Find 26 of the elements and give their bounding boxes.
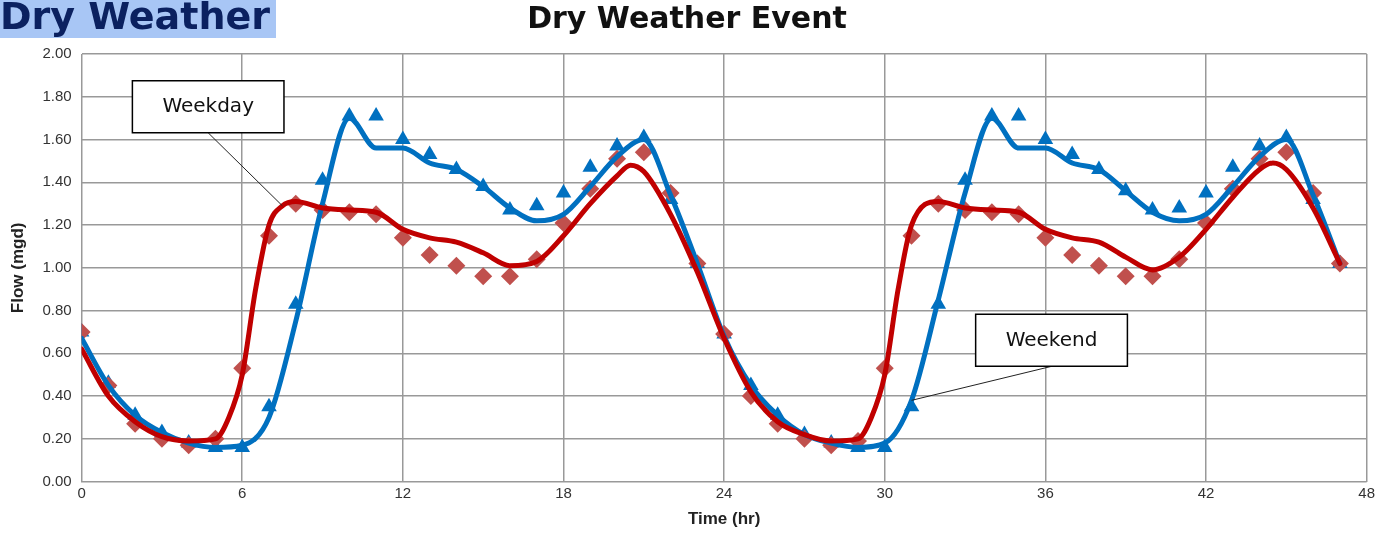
y-tick-label: 1.40 bbox=[42, 172, 72, 190]
x-tick-label: 30 bbox=[876, 483, 894, 501]
x-tick-label: 18 bbox=[555, 483, 572, 501]
y-tick-label: 0.20 bbox=[42, 428, 72, 446]
x-axis-title: Time (hr) bbox=[687, 509, 761, 529]
x-tick-label: 12 bbox=[394, 483, 412, 501]
x-tick-label: 6 bbox=[238, 483, 247, 501]
chart-subtitle: Dry Weather bbox=[0, 0, 276, 38]
y-tick-label: 2.00 bbox=[42, 44, 72, 62]
y-axis-title: Flow (mgd) bbox=[7, 222, 27, 314]
annotation: Weekday bbox=[162, 93, 255, 117]
y-tick-label: 0.00 bbox=[42, 471, 72, 489]
x-tick-label: 24 bbox=[715, 483, 733, 501]
x-tick-label: 0 bbox=[77, 483, 86, 501]
y-tick-label: 0.80 bbox=[42, 300, 72, 318]
y-tick-label: 1.80 bbox=[42, 86, 72, 104]
y-tick-label: 1.00 bbox=[42, 257, 72, 275]
x-tick-label: 48 bbox=[1358, 483, 1375, 501]
y-tick-label: 1.20 bbox=[42, 215, 72, 233]
y-tick-label: 0.60 bbox=[42, 343, 72, 361]
chart-title: Dry Weather Event bbox=[527, 0, 847, 35]
y-tick-label: 0.40 bbox=[42, 386, 72, 404]
annotation: Weekend bbox=[1005, 326, 1098, 351]
x-tick-label: 42 bbox=[1197, 483, 1215, 501]
y-tick-label: 1.60 bbox=[42, 129, 72, 147]
x-tick-label: 36 bbox=[1037, 483, 1054, 501]
